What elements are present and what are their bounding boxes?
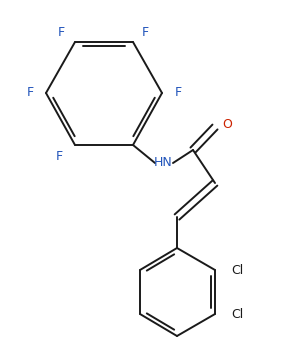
Text: F: F [26,87,33,100]
Text: F: F [57,26,65,39]
Text: F: F [174,87,181,100]
Text: O: O [222,118,232,131]
Text: HN: HN [154,157,173,170]
Text: F: F [55,151,62,164]
Text: Cl: Cl [231,264,243,277]
Text: Cl: Cl [231,308,243,321]
Text: F: F [141,26,149,39]
